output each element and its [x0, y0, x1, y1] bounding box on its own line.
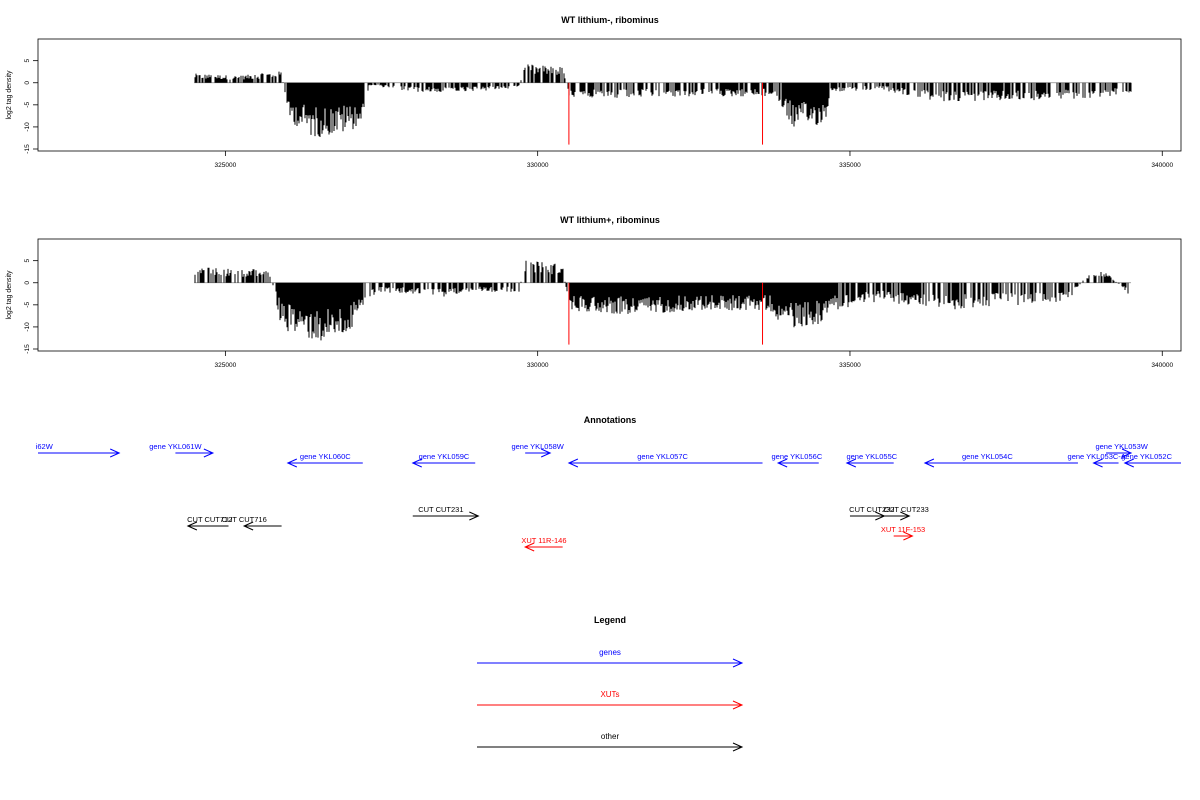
panel1-axes: 325000 330000 335000 340000 -15 -10 -5 0 5 [24, 58, 1173, 169]
feature-arrow [523, 542, 563, 552]
feature-arrow [525, 448, 552, 458]
feature-arrow [38, 448, 121, 458]
feature-arrow [186, 521, 229, 531]
density-bars [194, 260, 1129, 341]
x-tick-label: 335000 [839, 162, 861, 169]
y-tick-label: -15 [24, 344, 31, 354]
density-bars [194, 64, 1132, 137]
x-tick-label: 335000 [839, 362, 861, 369]
feature-label: gene YKL060C [300, 452, 351, 461]
annotations-panel: Annotations i62W gene YKL061W gene YKL060C… [36, 415, 1181, 552]
feature-label: CUT CUT712 [187, 515, 232, 524]
feature-label: XUT 11F-153 [881, 525, 925, 534]
feature-label: CUT CUT232 [849, 505, 894, 514]
feature-arrow [412, 511, 480, 521]
legend-items: genes XUTs other [477, 648, 744, 752]
x-tick-label: 325000 [215, 162, 237, 169]
feature-arrow [1123, 458, 1181, 468]
legend-arrow-xuts [477, 700, 744, 710]
feature-label: CUT CUT231 [418, 505, 463, 514]
feature-arrow [411, 458, 476, 468]
x-tick-label: 330000 [527, 162, 549, 169]
feature-label: gene YKL052C [1121, 452, 1172, 461]
y-tick-label: 5 [24, 258, 31, 262]
panel2-frame [37, 238, 1182, 352]
legend-panel: Legend genes XUTs other [477, 615, 744, 752]
feature-arrow [286, 458, 363, 468]
feature-label: gene YKL058W [511, 442, 564, 451]
feature-label: gene YKL054C [962, 452, 1013, 461]
y-tick-label: 0 [24, 281, 31, 285]
x-tick-label: 340000 [1151, 162, 1173, 169]
feature-arrow [175, 448, 215, 458]
feature-label: XUT 11R-146 [521, 536, 566, 545]
feature-label: gene YKL055C [846, 452, 897, 461]
y-tick-label: -15 [24, 144, 31, 154]
legend-arrow-other [477, 742, 744, 752]
feature-label: CUT CUT716 [221, 515, 266, 524]
annotations-title: Annotations [584, 415, 637, 425]
y-tick-label: -5 [24, 302, 31, 308]
legend-label-other: other [601, 732, 620, 741]
feature-arrow [878, 511, 911, 521]
panel2-bars [194, 260, 1132, 345]
feature-arrow [923, 458, 1078, 468]
y-tick-label: 0 [24, 81, 31, 85]
feature-label: gene YKL061W [149, 442, 202, 451]
y-tick-label: -10 [24, 322, 31, 332]
feature-label: gene YKL056C [772, 452, 823, 461]
y-tick-label: -10 [24, 122, 31, 132]
y-tick-label: 5 [24, 58, 31, 62]
feature-arrow [1092, 458, 1119, 468]
feature-label: gene YKL053C-A [1068, 452, 1126, 461]
feature-label: gene YKL057C [637, 452, 688, 461]
feature-arrow [776, 458, 819, 468]
panel-lithium-minus: WT lithium-, ribominus log2 tag density … [6, 15, 1182, 169]
legend-title: Legend [594, 615, 626, 625]
feature-arrow [893, 531, 914, 541]
legend-arrow-genes [477, 658, 744, 668]
feature-label: gene YKL053W [1095, 442, 1148, 451]
feature-arrow [1106, 448, 1133, 458]
panel2-title: WT lithium+, ribominus [560, 215, 660, 225]
feature-label: i62W [36, 442, 54, 451]
feature-arrow [845, 458, 894, 468]
x-tick-label: 325000 [215, 362, 237, 369]
feature-arrow [567, 458, 763, 468]
feature-arrow [242, 521, 282, 531]
legend-label-genes: genes [599, 648, 621, 657]
panel1-title: WT lithium-, ribominus [561, 15, 659, 25]
panel-lithium-plus: WT lithium+, ribominus log2 tag density … [6, 215, 1182, 369]
annotation-features: i62W gene YKL061W gene YKL060C gene YKL059C… [36, 442, 1181, 552]
panel1-frame [37, 38, 1182, 152]
panel1-bars [194, 64, 1132, 145]
feature-label: CUT CUT233 [884, 505, 929, 514]
y-tick-label: -5 [24, 102, 31, 108]
x-tick-label: 340000 [1151, 362, 1173, 369]
x-tick-label: 330000 [527, 362, 549, 369]
panel1-ylabel: log2 tag density [6, 70, 13, 120]
legend-label-xuts: XUTs [600, 690, 619, 699]
feature-label: gene YKL059C [419, 452, 470, 461]
panel2-axes: 325000 330000 335000 340000 -15 -10 -5 0 5 [24, 258, 1173, 369]
panel2-ylabel: log2 tag density [6, 270, 13, 320]
